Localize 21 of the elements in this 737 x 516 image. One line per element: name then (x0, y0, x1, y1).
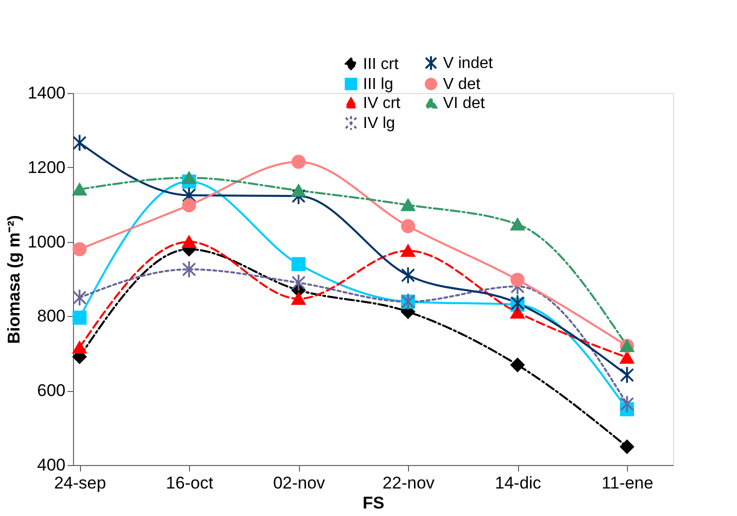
legend-label: V indet (443, 55, 494, 72)
y-tick-label: 1000 (28, 232, 66, 252)
legend-label: V det (443, 76, 481, 93)
y-axis-title: Biomasa (g m⁻²) (4, 215, 24, 344)
legend-label: III lg (363, 76, 394, 93)
x-tick-label: 11-ene (602, 474, 654, 492)
x-tick-label: 16-oct (166, 474, 214, 492)
legend-label: III crt (363, 56, 400, 73)
x-tick-label: 24-sep (54, 474, 106, 492)
y-tick-label: 1400 (28, 84, 66, 102)
y-tick-label: 600 (37, 381, 66, 400)
x-tick-label: 22-nov (382, 474, 436, 492)
legend-label: IV crt (363, 95, 401, 112)
y-tick-label: 1200 (28, 158, 66, 177)
x-axis-title: FS (362, 494, 384, 512)
x-tick-label: 14-dic (494, 474, 542, 492)
y-tick-label: 400 (37, 456, 66, 474)
legend-label: IV lg (363, 115, 396, 132)
legend-label: VI det (443, 95, 486, 112)
y-tick-label: 800 (37, 306, 66, 326)
x-tick-label: 02-nov (273, 474, 326, 492)
